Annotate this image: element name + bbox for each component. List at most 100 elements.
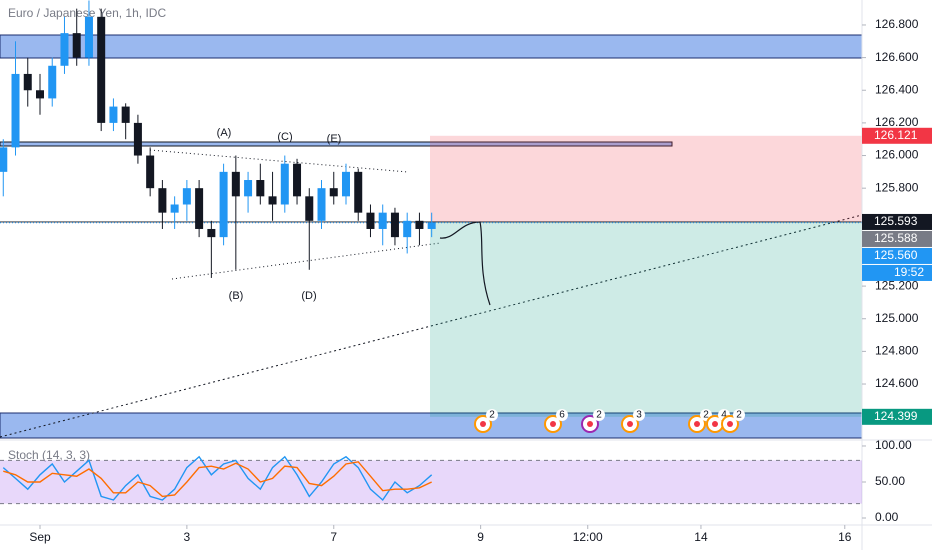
candle-body <box>403 220 412 238</box>
candle-body <box>415 220 424 229</box>
price-label: 124.399 <box>874 409 918 423</box>
target-zone <box>430 221 862 417</box>
projection-path <box>439 221 491 306</box>
candle-body <box>48 65 57 99</box>
pattern-label: (D) <box>301 290 316 302</box>
candle-body <box>158 188 167 213</box>
countdown-bg <box>862 264 932 281</box>
y-tick-label: 126.000 <box>875 148 919 162</box>
price-label-bg <box>862 230 932 247</box>
candle-body <box>427 222 436 229</box>
candle-body <box>317 188 326 221</box>
pattern-label: (C) <box>277 131 292 143</box>
y-tick-label: 126.600 <box>875 50 919 64</box>
price-label-bg <box>862 408 932 425</box>
candle-body <box>121 106 130 123</box>
y-tick-label: 124.600 <box>875 376 919 390</box>
y-tick-label: 125.000 <box>875 311 919 325</box>
candle-body <box>207 228 216 238</box>
y-tick-label: 0.00 <box>875 510 899 524</box>
candle-body <box>60 33 69 66</box>
price-label-bg <box>862 213 932 230</box>
event-dot <box>587 421 593 427</box>
candle-body <box>354 171 363 213</box>
pattern-label: (B) <box>229 290 244 302</box>
y-tick-label: 124.800 <box>875 344 919 358</box>
candle-body <box>84 16 93 58</box>
x-tick-label: 7 <box>330 530 337 544</box>
event-count: 3 <box>636 410 642 421</box>
candle-body <box>72 33 81 58</box>
candle-body <box>280 163 289 205</box>
event-count-bg <box>486 409 498 421</box>
x-tick-label: 16 <box>838 530 852 544</box>
event-dot <box>727 421 733 427</box>
resistance-zone <box>0 34 863 59</box>
price-label: 125.588 <box>874 231 918 245</box>
candle-body <box>0 147 8 172</box>
event-count-bg <box>633 409 645 421</box>
candle-body <box>97 16 106 123</box>
x-tick-label: Sep <box>29 530 51 544</box>
x-tick-label: 9 <box>477 530 484 544</box>
event-count-bg <box>733 409 745 421</box>
stoch-line <box>2 455 433 502</box>
event-count: 2 <box>596 410 602 421</box>
pattern-label: (E) <box>327 133 342 145</box>
countdown-label: 19:52 <box>894 265 924 279</box>
candle-body <box>182 188 191 205</box>
trend-line <box>0 214 863 438</box>
price-label-bg <box>862 247 932 264</box>
candle-body <box>23 73 32 91</box>
y-tick-label: 125.200 <box>875 278 919 292</box>
indicator-title: Stoch (14, 3, 3) <box>8 448 90 462</box>
candle-body <box>219 171 228 238</box>
candle-body <box>195 188 204 229</box>
candle-body <box>378 212 387 229</box>
event-count: 2 <box>736 410 742 421</box>
candle-body <box>329 188 338 197</box>
neckline <box>0 141 673 147</box>
stoch-line <box>3 461 432 498</box>
event-count: 6 <box>559 410 565 421</box>
candle-body <box>268 196 277 205</box>
candle-body <box>35 90 44 99</box>
candle-body <box>133 122 142 156</box>
event-count-bg <box>593 409 605 421</box>
candle-body <box>170 204 179 213</box>
event-count-bg <box>556 409 568 421</box>
position-box <box>0 135 862 417</box>
event-dot <box>627 421 633 427</box>
candle-body <box>256 180 265 197</box>
price-label: 125.560 <box>874 248 918 262</box>
symbol-title: Euro / Japanese Yen, 1h, IDC <box>8 6 166 20</box>
stop-zone <box>430 135 862 222</box>
y-tick-label: 50.00 <box>875 474 905 488</box>
candle-body <box>109 106 118 123</box>
x-tick-label: 14 <box>694 530 708 544</box>
y-tick-label: 125.800 <box>875 180 919 194</box>
candle-body <box>244 180 253 197</box>
event-dot <box>712 421 718 427</box>
event-dot <box>480 421 486 427</box>
candle-body <box>293 163 302 197</box>
y-tick-label: 126.400 <box>875 82 919 96</box>
y-tick-label: 100.00 <box>875 438 912 452</box>
pattern-label: (A) <box>217 127 232 139</box>
event-count: 4 <box>721 410 727 421</box>
x-tick-label: 3 <box>184 530 191 544</box>
event-count: 2 <box>703 410 709 421</box>
y-tick-label: 126.800 <box>875 17 919 31</box>
price-label: 125.593 <box>874 214 918 228</box>
candle-body <box>231 171 240 197</box>
candle-body <box>146 155 155 189</box>
event-dot <box>550 421 556 427</box>
price-label: 126.121 <box>874 128 918 142</box>
candle-body <box>341 171 350 197</box>
candle-body <box>366 212 375 229</box>
candle-body <box>11 73 20 148</box>
x-tick-label: 12:00 <box>573 530 603 544</box>
event-count: 2 <box>489 410 495 421</box>
